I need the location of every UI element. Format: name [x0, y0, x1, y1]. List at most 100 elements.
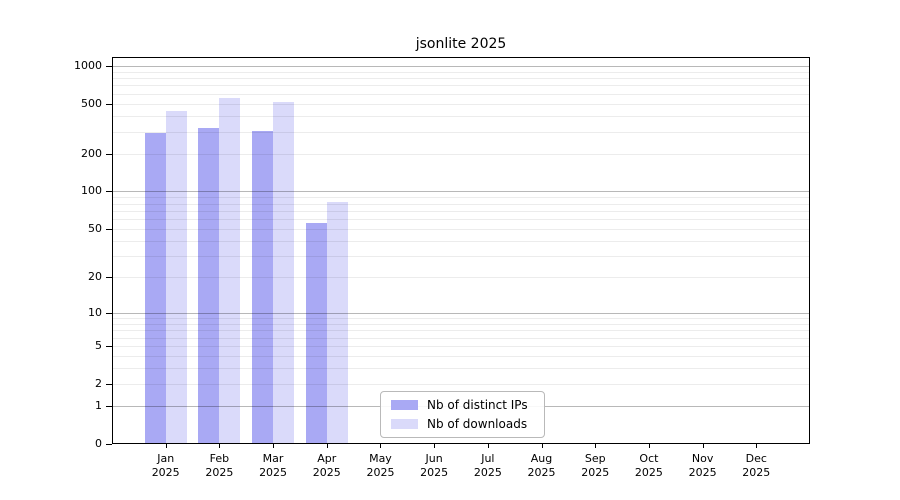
y-gridline-minor [113, 318, 809, 320]
x-tick-label-nov: Nov 2025 [676, 452, 730, 480]
x-label-year: 2025 [259, 466, 288, 479]
x-label-month: Apr [317, 452, 337, 465]
bar-distinct-ips-apr [305, 222, 327, 444]
y-tick-label: 2 [95, 376, 102, 390]
legend-swatch-downloads [391, 419, 418, 429]
x-tick-label-aug: Aug 2025 [515, 452, 569, 480]
x-tick [165, 444, 167, 448]
bar-downloads-jan [165, 110, 187, 444]
y-gridline-major [113, 191, 809, 193]
y-tick-label: 500 [81, 96, 102, 110]
bar-downloads-mar [273, 101, 295, 444]
x-tick [326, 444, 328, 448]
x-label-year: 2025 [420, 466, 449, 479]
x-tick-label-dec: Dec 2025 [729, 452, 783, 480]
x-label-year: 2025 [366, 466, 395, 479]
y-tick [106, 103, 112, 105]
y-gridline-minor [113, 219, 809, 221]
y-gridline-major [113, 66, 809, 67]
x-label-year: 2025 [581, 466, 610, 479]
y-gridline-minor [113, 78, 809, 80]
legend-item-downloads: Nb of downloads [391, 417, 534, 432]
y-gridline-minor [113, 228, 809, 230]
x-tick-label-may: May 2025 [353, 452, 407, 480]
x-label-month: Aug [530, 452, 553, 465]
y-tick [106, 228, 112, 230]
x-tick-label-jul: Jul 2025 [461, 452, 515, 480]
y-gridline-minor [113, 203, 809, 205]
legend-label-distinct-ips: Nb of distinct IPs [427, 398, 528, 412]
y-gridline-major [113, 312, 809, 314]
y-gridline-minor [113, 197, 809, 199]
y-gridline-minor [113, 210, 809, 212]
bar-downloads-apr [326, 201, 348, 444]
y-tick [106, 153, 112, 155]
y-gridline-minor [113, 337, 809, 339]
x-label-month: Dec [745, 452, 767, 465]
y-tick-label: 1000 [74, 59, 102, 72]
x-label-year: 2025 [312, 466, 341, 479]
bar-distinct-ips-feb [198, 128, 220, 444]
x-tick [487, 444, 489, 448]
x-tick [595, 444, 597, 448]
y-gridline-minor [113, 323, 809, 325]
y-gridline-minor [113, 85, 809, 87]
y-tick-label: 200 [81, 146, 102, 160]
x-label-year: 2025 [527, 466, 556, 479]
x-label-month: Jan [157, 452, 175, 465]
x-label-month: Oct [639, 452, 659, 465]
y-tick-label: 100 [81, 184, 102, 198]
x-tick [380, 444, 382, 448]
y-tick [106, 383, 112, 385]
x-label-year: 2025 [634, 466, 663, 479]
y-tick [106, 191, 112, 193]
y-tick [106, 277, 112, 279]
y-tick [106, 406, 112, 408]
y-gridline-minor [113, 368, 809, 370]
x-label-year: 2025 [688, 466, 717, 479]
x-tick-label-jun: Jun 2025 [407, 452, 461, 480]
y-gridline-minor [113, 93, 809, 95]
x-label-month: Mar [262, 452, 284, 465]
x-label-month: Jul [481, 452, 495, 465]
legend: Nb of distinct IPs Nb of downloads [380, 391, 545, 438]
x-tick [756, 444, 758, 448]
legend-item-distinct-ips: Nb of distinct IPs [391, 398, 534, 413]
y-tick-label: 10 [88, 305, 102, 319]
bar-distinct-ips-mar [252, 130, 274, 444]
x-tick-label-apr: Apr 2025 [300, 452, 354, 480]
y-gridline-minor [113, 383, 809, 385]
y-tick-label: 0 [95, 437, 102, 450]
chart-title: jsonlite 2025 [415, 36, 507, 52]
x-tick-label-oct: Oct 2025 [622, 452, 676, 480]
bar-distinct-ips-jan [144, 132, 166, 444]
y-tick-label: 1 [95, 399, 102, 413]
y-gridline-minor [113, 256, 809, 258]
y-tick [106, 444, 112, 445]
y-gridline-minor [113, 116, 809, 118]
x-tick-label-jan: Jan 2025 [139, 452, 193, 480]
y-tick [106, 312, 112, 314]
y-tick-label: 5 [95, 338, 102, 352]
x-label-month: Sep [584, 452, 606, 465]
y-tick [106, 345, 112, 347]
y-gridline-minor [113, 355, 809, 357]
x-tick [541, 444, 543, 448]
x-tick [648, 444, 650, 448]
x-tick-label-sep: Sep 2025 [568, 452, 622, 480]
y-gridline-minor [113, 71, 809, 73]
x-label-month: Nov [691, 452, 714, 465]
x-label-year: 2025 [742, 466, 771, 479]
x-tick-label-mar: Mar 2025 [246, 452, 300, 480]
y-gridline-minor [113, 345, 809, 347]
legend-swatch-distinct-ips [391, 400, 418, 410]
y-gridline-minor [113, 131, 809, 133]
x-tick [273, 444, 275, 448]
x-label-year: 2025 [473, 466, 502, 479]
x-tick [219, 444, 221, 448]
x-label-year: 2025 [205, 466, 234, 479]
bar-downloads-feb [219, 98, 241, 444]
y-gridline-minor [113, 330, 809, 332]
x-tick-label-feb: Feb 2025 [192, 452, 246, 480]
